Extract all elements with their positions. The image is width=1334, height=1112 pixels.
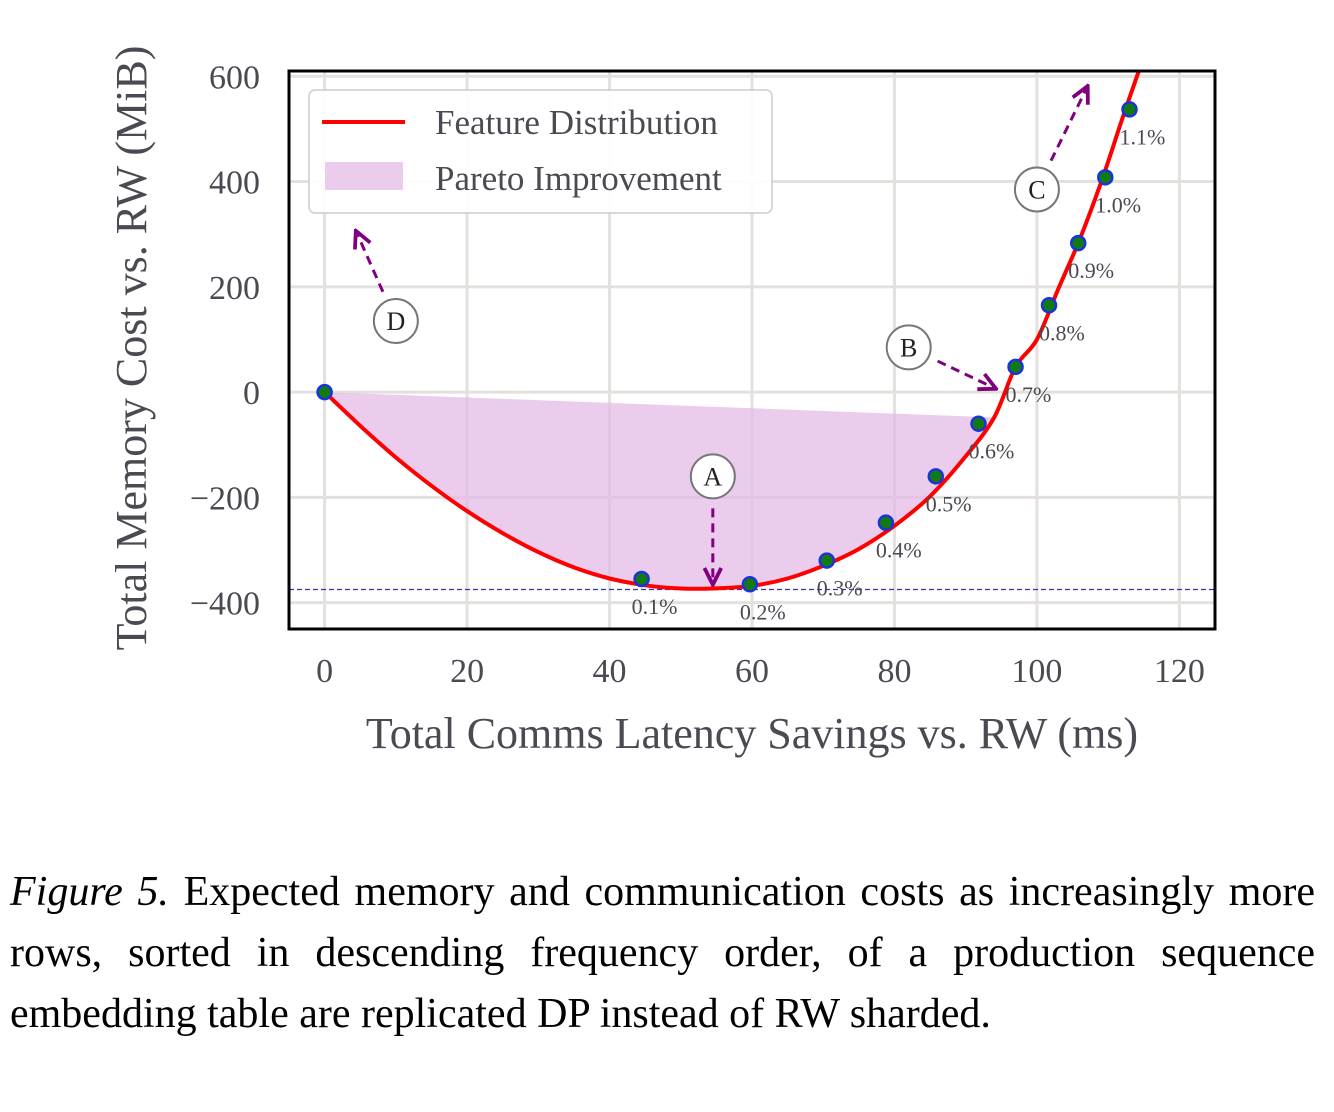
- point-label: 1.1%: [1120, 124, 1166, 149]
- legend-fill-swatch: [325, 162, 403, 190]
- x-tick-label: 40: [593, 653, 627, 690]
- annotation-arrow: [936, 359, 995, 388]
- point-label: 0.5%: [926, 491, 972, 516]
- annotation-label: C: [1028, 175, 1045, 204]
- plot-frame: [287, 69, 1217, 631]
- point-label: 0.8%: [1039, 320, 1085, 345]
- data-point: [818, 552, 836, 569]
- annotation-label: D: [386, 307, 405, 336]
- y-tick-label: −400: [190, 586, 260, 623]
- annotation-circle: [689, 453, 736, 500]
- point-label: 0.3%: [817, 576, 863, 601]
- annotation-arrow: [357, 233, 385, 293]
- caption-text: Expected memory and communication costs …: [10, 869, 1315, 1037]
- x-tick-label: 0: [316, 653, 333, 690]
- annotation-circle: [1013, 166, 1060, 213]
- tick-labels: 0 20 40 60 80 100 120 600 400 200 0 −200 −400: [190, 59, 1205, 690]
- annotations-layer: A B C D: [357, 88, 1087, 583]
- legend-label-pareto-improvement: Pareto Improvement: [435, 159, 722, 198]
- feature-distribution-line: [323, 71, 1141, 591]
- pareto-improvement-area: [324, 392, 995, 589]
- y-tick-label: −200: [190, 480, 260, 517]
- legend: Feature Distribution Pareto Improvement: [308, 89, 773, 214]
- point-label: 1.0%: [1095, 192, 1141, 217]
- legend-box: [308, 89, 773, 214]
- data-point: [1040, 297, 1058, 314]
- data-point: [1007, 358, 1024, 376]
- pareto-fill-layer: [324, 392, 995, 589]
- data-point: [877, 514, 895, 531]
- x-tick-label: 20: [450, 653, 484, 690]
- x-tick-label: 60: [735, 653, 769, 690]
- point-label: 0.9%: [1068, 258, 1114, 283]
- point-label: 0.7%: [1006, 382, 1052, 407]
- caption-label: Figure 5.: [10, 869, 169, 915]
- point-label: 0.2%: [740, 599, 786, 624]
- point-label: 0.6%: [969, 439, 1015, 464]
- data-point: [633, 570, 650, 588]
- points-layer: 0.1% 0.2% 0.3% 0.4%0.5% 0.6% 0.7% 0.8% 0.9% 1.0%…: [316, 101, 1166, 624]
- x-tick-label: 80: [877, 653, 911, 690]
- y-tick-label: 200: [209, 270, 260, 307]
- point-label: 0.1%: [632, 594, 678, 619]
- x-tick-label: 120: [1154, 653, 1205, 690]
- chart: 0.1% 0.2% 0.3% 0.4%0.5% 0.6% 0.7% 0.8% 0.9% 1.0%…: [107, 46, 1217, 758]
- data-point: [970, 415, 987, 432]
- data-point: [927, 468, 945, 485]
- data-point: [741, 576, 759, 593]
- data-point: [1121, 101, 1138, 118]
- y-tick-label: 0: [243, 375, 260, 412]
- data-point: [1097, 169, 1114, 186]
- figure-caption: Figure 5. Expected memory and communicat…: [10, 862, 1315, 1045]
- annotation-label: B: [900, 333, 917, 362]
- y-tick-label: 400: [209, 165, 260, 202]
- annotation-label: A: [703, 462, 722, 491]
- y-axis-title: Total Memory Cost vs. RW (MiB): [107, 46, 156, 651]
- curve-layer: [323, 71, 1141, 591]
- annotation-circle: [885, 324, 932, 371]
- annotation-arrow: [1049, 88, 1087, 162]
- legend-label-feature-distribution: Feature Distribution: [435, 103, 718, 142]
- annotation-circle: [372, 298, 419, 345]
- x-tick-label: 100: [1011, 653, 1062, 690]
- point-label: 0.4%: [876, 538, 922, 563]
- data-point: [316, 383, 333, 401]
- x-axis-title: Total Comms Latency Savings vs. RW (ms): [366, 709, 1138, 758]
- y-tick-label: 600: [209, 59, 260, 96]
- data-point: [1069, 234, 1087, 252]
